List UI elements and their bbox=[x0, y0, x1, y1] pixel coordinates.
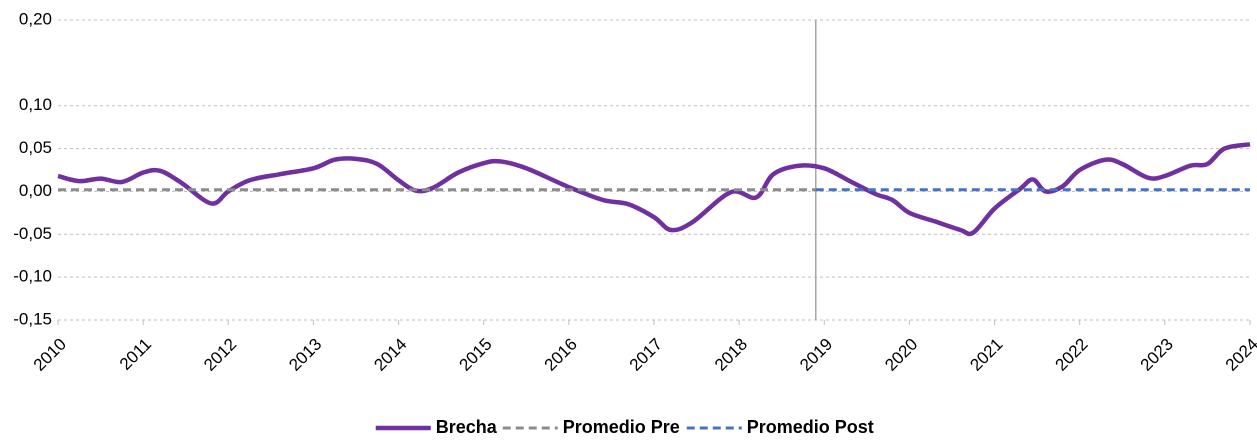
y-tick-label: -0,10 bbox=[13, 267, 52, 286]
y-tick-label: -0,05 bbox=[13, 224, 52, 243]
y-tick-label: 0,10 bbox=[19, 95, 52, 114]
y-tick-label: 0,05 bbox=[19, 138, 52, 157]
legend-label: Brecha bbox=[436, 417, 498, 437]
x-tick-label: 2019 bbox=[796, 335, 836, 375]
legend-label: Promedio Post bbox=[747, 417, 874, 437]
x-tick-label: 2023 bbox=[1137, 335, 1177, 375]
y-tick-label: 0,00 bbox=[19, 181, 52, 200]
x-tick-label: 2021 bbox=[966, 335, 1006, 375]
x-tick-label: 2020 bbox=[881, 335, 921, 375]
x-tick-label: 2013 bbox=[285, 335, 325, 375]
x-tick-label: 2011 bbox=[116, 335, 155, 374]
y-tick-label: 0,20 bbox=[19, 9, 52, 28]
x-tick-label: 2014 bbox=[370, 335, 410, 375]
y-tick-label: -0,15 bbox=[13, 309, 52, 328]
x-tick-label: 2022 bbox=[1052, 335, 1092, 375]
legend-label: Promedio Pre bbox=[563, 417, 680, 437]
x-tick-label: 2016 bbox=[541, 335, 581, 375]
x-tick-label: 2010 bbox=[30, 335, 70, 375]
series-line bbox=[57, 142, 1251, 237]
x-tick-label: 2017 bbox=[626, 335, 666, 375]
x-tick-label: 2012 bbox=[200, 335, 240, 375]
x-tick-label: 2015 bbox=[456, 335, 496, 375]
x-tick-label: 2024 bbox=[1222, 335, 1257, 375]
x-tick-label: 2018 bbox=[711, 335, 751, 375]
